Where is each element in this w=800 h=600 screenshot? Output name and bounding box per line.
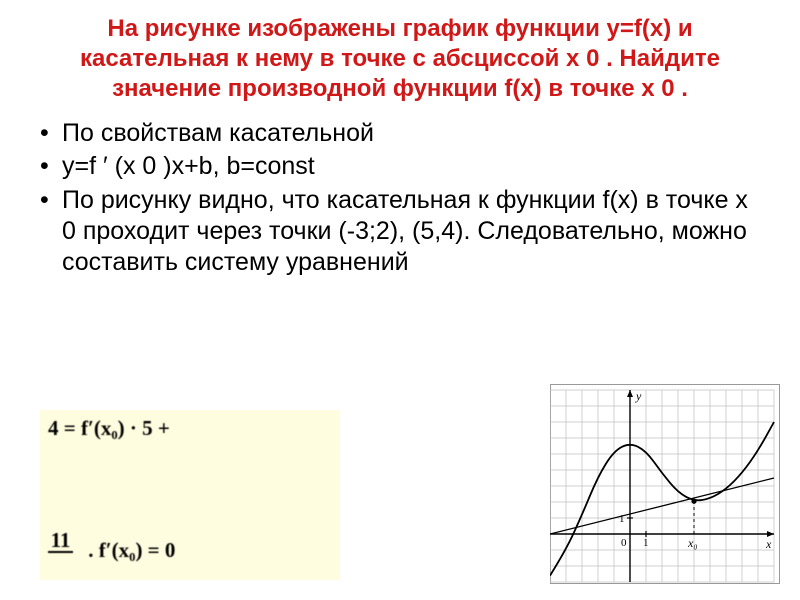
slide: На рисунке изображены график функции y=f… <box>0 0 800 600</box>
equation-2-rest: . f′(x₀) = 0 <box>88 538 175 562</box>
equation-panel: 4 = f′(x₀) · 5 + 11 00 . f′(x₀) = 0 <box>40 410 340 580</box>
svg-text:1: 1 <box>643 537 649 549</box>
list-item: По свойствам касательной <box>40 118 760 149</box>
list-item: По рисунку видно, что касательная к функ… <box>40 185 760 279</box>
equation-1-text: 4 = f′(x₀) · 5 + <box>48 416 170 440</box>
bullet-text: y=f ′ (x 0 )x+b, b=const <box>62 152 315 180</box>
fraction-num: 11 <box>48 530 73 553</box>
fraction: 11 00 <box>48 530 73 574</box>
bullet-list: По свойствам касательной y=f ′ (x 0 )x+b… <box>40 118 760 278</box>
svg-text:x: x <box>765 537 772 551</box>
equation-1: 4 = f′(x₀) · 5 + <box>48 416 170 441</box>
svg-text:1: 1 <box>619 513 625 525</box>
svg-text:y: y <box>635 389 642 403</box>
svg-text:0: 0 <box>621 537 627 549</box>
slide-body: По свойствам касательной y=f ′ (x 0 )x+b… <box>40 118 760 278</box>
slide-title: На рисунке изображены график функции y=f… <box>50 14 750 104</box>
svg-text:x₀: x₀ <box>687 536 698 550</box>
equation-2: 11 00 . f′(x₀) = 0 <box>48 530 175 574</box>
list-item: y=f ′ (x 0 )x+b, b=const <box>40 151 760 182</box>
function-graph: 0 1 1 x y x₀ <box>550 384 780 584</box>
bullet-text: По свойствам касательной <box>62 119 374 147</box>
bullet-text: По рисунку видно, что касательная к функ… <box>62 186 748 277</box>
